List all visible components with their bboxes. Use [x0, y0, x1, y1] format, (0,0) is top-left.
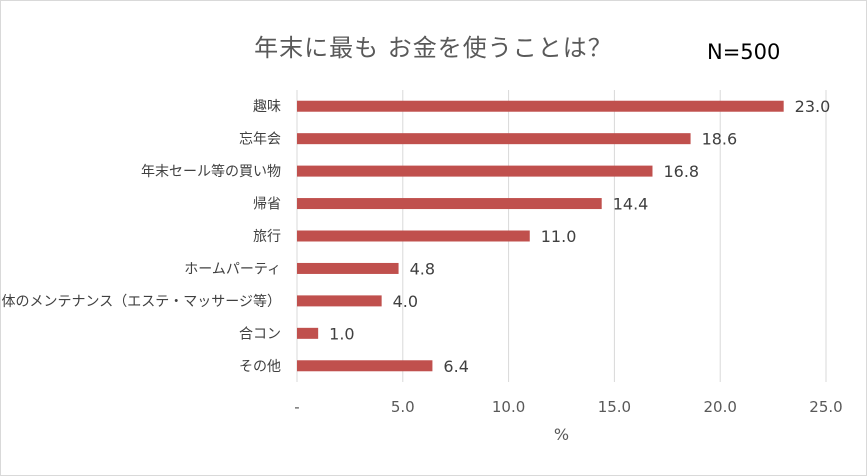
category-label: ホームパーティ — [184, 261, 281, 277]
bar — [297, 165, 653, 177]
x-tick-label: - — [294, 398, 299, 416]
bar — [297, 230, 530, 242]
bar — [297, 100, 784, 112]
data-label: 11.0 — [541, 227, 577, 246]
x-tick-label: 5.0 — [391, 398, 415, 416]
data-label: 4.0 — [393, 292, 418, 311]
bar — [297, 327, 319, 339]
bar — [297, 360, 433, 372]
bar — [297, 295, 382, 307]
bar — [297, 133, 691, 145]
category-label: 旅行 — [253, 229, 281, 245]
sample-size-annotation: N=500 — [707, 40, 781, 64]
data-label: 6.4 — [443, 357, 468, 376]
data-label: 16.8 — [663, 162, 699, 181]
category-label: 趣味 — [253, 99, 281, 115]
x-tick-label: 20.0 — [703, 398, 736, 416]
data-label: 23.0 — [795, 97, 831, 116]
data-label: 18.6 — [702, 130, 738, 149]
category-label: その他 — [239, 359, 281, 375]
category-label: 帰省 — [253, 196, 281, 213]
x-tick-label: 25.0 — [809, 398, 842, 416]
data-label: 1.0 — [329, 324, 354, 343]
category-label: 合コン — [239, 326, 281, 342]
category-label: 忘年会 — [239, 132, 281, 148]
category-label: 年末セール等の買い物 — [141, 163, 281, 180]
x-axis-title: % — [554, 425, 569, 444]
data-label: 4.8 — [410, 259, 435, 278]
bar — [297, 198, 602, 210]
bar — [297, 262, 399, 274]
category-label: 体のメンテナンス（エステ・マッサージ等） — [2, 293, 281, 310]
x-tick-label: 10.0 — [492, 398, 525, 416]
x-tick-label: 15.0 — [598, 398, 631, 416]
data-label: 14.4 — [613, 195, 649, 214]
chart-title: 年末に最も お金を使うことは？ — [254, 34, 613, 62]
